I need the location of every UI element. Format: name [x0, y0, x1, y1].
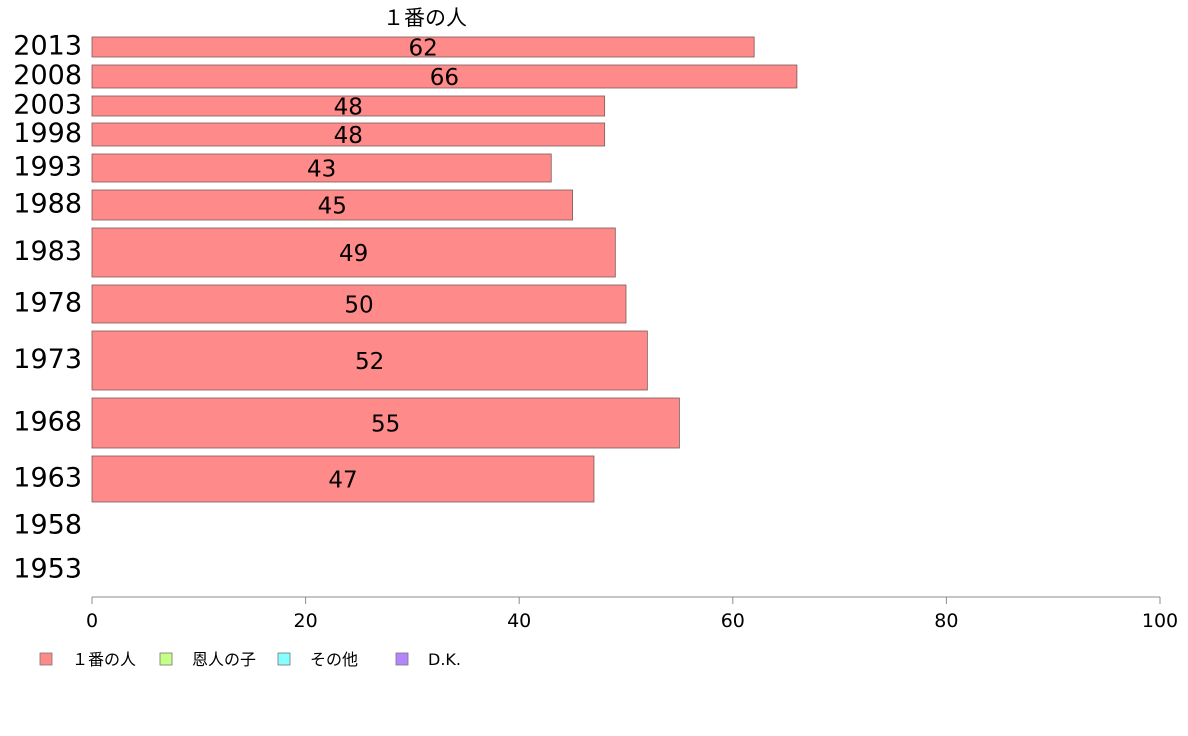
legend-label: その他: [310, 650, 358, 669]
legend-label: １番の人: [72, 650, 136, 669]
year-label: 2013: [13, 31, 82, 62]
x-tick-label: 80: [934, 610, 958, 632]
bar-value-label: 66: [430, 65, 459, 91]
bar-value-label: 55: [371, 412, 400, 438]
x-tick-label: 100: [1142, 610, 1178, 632]
legend-swatch: [277, 652, 291, 666]
legend-label: D.K.: [428, 650, 461, 669]
bar-value-label: 43: [307, 157, 336, 183]
year-label: 1963: [13, 463, 82, 494]
year-label: 1983: [13, 236, 82, 267]
legend-swatch: [39, 652, 53, 666]
bar-value-label: 45: [318, 194, 347, 220]
bar: [91, 397, 680, 449]
bar-value-label: 47: [328, 468, 357, 494]
year-label: 1978: [13, 288, 82, 319]
bar-value-label: 49: [339, 241, 368, 267]
year-label: 2008: [13, 60, 82, 91]
bar-value-label: 52: [355, 349, 384, 375]
legend-label: 恩人の子: [192, 650, 256, 669]
bar: [91, 227, 616, 278]
bar: [91, 36, 755, 58]
bar: [91, 189, 574, 221]
bar: [91, 95, 606, 117]
bar: [91, 153, 552, 183]
bar: [91, 64, 798, 89]
legend-swatch: [159, 652, 173, 666]
year-label: 1993: [13, 152, 82, 183]
year-label: 1988: [13, 189, 82, 220]
legend-swatch: [395, 652, 409, 666]
year-label: 1973: [13, 344, 82, 375]
bar-value-label: 48: [334, 123, 363, 149]
x-tick-label: 40: [507, 610, 531, 632]
year-label: 2003: [13, 90, 82, 121]
bar-value-label: 50: [344, 293, 373, 319]
bar: [91, 330, 648, 391]
bar-value-label: 62: [408, 36, 437, 62]
bar: [91, 284, 627, 324]
year-label: 1968: [13, 407, 82, 438]
x-tick-label: 20: [294, 610, 318, 632]
year-label: 1958: [13, 510, 82, 541]
legend: １番の人 恩人の子 その他 D.K.: [39, 650, 461, 669]
x-tick-label: 60: [721, 610, 745, 632]
bar-value-label: 48: [334, 95, 363, 121]
year-label: 1998: [13, 118, 82, 149]
bar: [91, 122, 606, 147]
year-label: 1953: [13, 554, 82, 585]
series-header: １番の人: [383, 6, 467, 30]
bar: [91, 455, 595, 503]
x-tick-label: 0: [86, 610, 98, 632]
x-axis: 0 20 40 60 80 100: [86, 596, 1178, 632]
bars-layer: [91, 36, 798, 503]
